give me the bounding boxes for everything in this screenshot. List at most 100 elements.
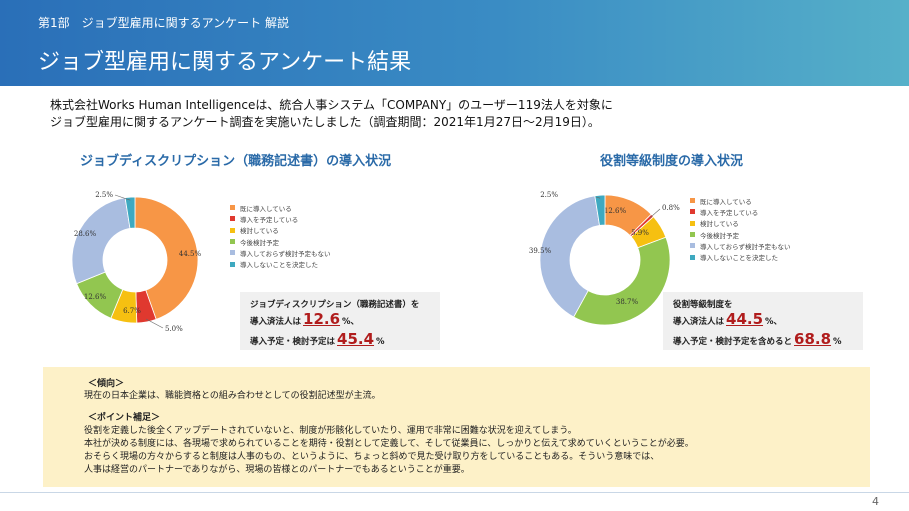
jd-summary-line-3: 導入予定・検討予定は 45.4%: [250, 330, 385, 348]
jd-planned-value: 45.4: [337, 330, 375, 348]
donut-slice-2-4: [573, 236, 671, 326]
slice-label-1-5: 28.6%: [74, 230, 97, 238]
page-number: 4: [872, 495, 879, 508]
slice-label-1-3: 6.7%: [123, 307, 141, 315]
role-grade-legend-label-6: 導入しないことを決定した: [700, 254, 778, 263]
role-grade-planned-label: 導入予定・検討予定を含めると: [673, 337, 793, 347]
intro-line-1: 株式会社Works Human Intelligenceは、統合人事システム「C…: [50, 98, 613, 112]
leader-line-2-6: [595, 196, 601, 199]
jd-legend-swatch-1: [230, 205, 235, 211]
role-grade-summary-line-2: 導入済法人は 44.5%、: [673, 310, 782, 328]
role-grade-donut-chart: 12.6% 0.8% 5.9% 38.7% 39.5% 2.5%: [529, 191, 680, 326]
intro-line-2: ジョブ型雇用に関するアンケート調査を実施いたしました（調査期間：2021年1月2…: [50, 115, 600, 129]
role-grade-legend-swatch-2: [690, 209, 695, 215]
jd-legend-label-2: 導入を予定している: [240, 215, 299, 224]
role-grade-summary-line-3: 導入予定・検討予定を含めると 68.8%: [673, 330, 842, 348]
jd-legend-swatch-2: [230, 216, 235, 222]
jd-legend-swatch-6: [230, 261, 235, 267]
leader-line-2-2: [649, 208, 661, 218]
jd-legend-label-1: 既に導入している: [240, 204, 292, 213]
jd-planned-label: 導入予定・検討予定は: [250, 337, 336, 347]
slice-label-1-2: 5.0%: [165, 325, 183, 333]
role-grade-summary-box: 役割等級制度を 導入済法人は 44.5%、 導入予定・検討予定を含めると 68.8%: [663, 292, 863, 350]
jd-summary-box: ジョブディスクリプション（職務記述書）を 導入済法人は 12.6%、 導入予定・検…: [240, 292, 440, 350]
role-grade-adopted-unit: %、: [765, 317, 783, 327]
jd-legend-item-5: 導入しておらず検討予定もない: [230, 247, 330, 258]
role-grade-adopted-value: 44.5: [726, 310, 764, 328]
slice-label-2-2: 0.8%: [662, 204, 680, 212]
jd-summary-line-1: ジョブディスクリプション（職務記述書）を: [250, 300, 420, 310]
point-text-2: 本社が決める制度には、各現場で求められていることを期待・役割として定義して、そし…: [84, 439, 694, 449]
role-grade-legend: 既に導入している 導入を予定している 検討している 今後検討予定導入しておらず検討予定…: [690, 195, 790, 263]
role-grade-legend-swatch-3: [690, 220, 695, 226]
role-grade-legend-item-3: 検討している: [690, 218, 790, 229]
jd-legend: 既に導入している 導入を予定している 検討している 今後検討予定導入しておらず検討予定…: [230, 202, 330, 270]
leader-line-1-2: [145, 318, 164, 329]
jd-adopted-unit: %、: [342, 317, 360, 327]
role-grade-legend-item-2: 導入を予定している: [690, 206, 790, 217]
role-grade-legend-label-3: 検討している: [700, 220, 739, 229]
point-text-1: 役割を定義した後全くアップデートされていないと、制度が形骸化していたり、運用で非…: [84, 426, 577, 436]
footer-divider: [0, 492, 909, 493]
jd-legend-swatch-4: [230, 239, 235, 245]
intro-text: 株式会社Works Human Intelligenceは、統合人事システム「C…: [50, 97, 870, 131]
slice-label-1-1: 44.5%: [179, 250, 202, 258]
role-grade-legend-item-4: 今後検討予定: [690, 229, 790, 240]
role-grade-legend-item-6: 導入しないことを決定した: [690, 251, 790, 262]
jd-legend-swatch-3: [230, 227, 235, 233]
jd-legend-label-3: 検討している: [240, 227, 279, 236]
jd-legend-item-6: 導入しないことを決定した: [230, 258, 330, 269]
slice-label-2-4: 38.7%: [616, 298, 639, 306]
slice-label-2-1: 12.6%: [604, 207, 627, 215]
role-grade-planned-unit: %: [833, 337, 842, 347]
jd-legend-label-4: 今後検討予定: [240, 238, 279, 247]
role-grade-legend-label-5: 導入しておらず検討予定もない: [700, 242, 791, 251]
donut-slice-1-5: [71, 197, 131, 285]
point-heading: ＜ポイント補足＞: [88, 413, 161, 423]
point-text-4: 人事は経営のパートナーでありながら、現場の皆様とのパートナーでもあるということが…: [84, 465, 470, 475]
role-grade-legend-swatch-1: [690, 198, 695, 204]
role-grade-legend-label-4: 今後検討予定: [700, 231, 739, 240]
leader-line-1-6: [114, 194, 131, 201]
role-grade-planned-value: 68.8: [794, 330, 832, 348]
point-text-3: おそらく現場の方々からすると制度は人事のもの、というように、ちょっと斜めで見た受…: [84, 452, 660, 462]
trend-heading: ＜傾向＞: [88, 379, 125, 389]
chart-title-role-grade: 役割等級制度の導入状況: [600, 154, 744, 169]
jd-legend-swatch-5: [230, 250, 235, 256]
trend-text: 現在の日本企業は、職能資格との組み合わせとしての役割記述型が主流。: [84, 391, 381, 401]
donut-slice-2-5: [539, 195, 600, 318]
slice-label-2-6: 2.5%: [540, 191, 558, 199]
jd-legend-item-2: 導入を予定している: [230, 213, 330, 224]
role-grade-legend-swatch-5: [690, 243, 695, 249]
slide-header: 第1部 ジョブ型雇用に関するアンケート 解説 ジョブ型雇用に関するアンケート結果: [0, 0, 909, 86]
role-grade-adopted-label: 導入済法人は: [673, 317, 725, 327]
jd-legend-label-6: 導入しないことを決定した: [240, 261, 318, 270]
donut-slice-1-1: [134, 196, 199, 320]
role-grade-legend-item-5: 導入しておらず検討予定もない: [690, 240, 790, 251]
slice-label-1-4: 12.6%: [84, 293, 107, 301]
jd-adopted-value: 12.6: [303, 310, 341, 328]
jd-legend-item-3: 検討している: [230, 225, 330, 236]
donut-slice-2-6: [594, 194, 606, 226]
chart-title-jd: ジョブディスクリプション（職務記述書）の導入状況: [80, 154, 392, 169]
header-subtitle: 第1部 ジョブ型雇用に関するアンケート 解説: [38, 16, 289, 30]
jd-summary-line-2: 導入済法人は 12.6%、: [250, 310, 359, 328]
role-grade-summary-line-1: 役割等級制度を: [673, 300, 733, 310]
slice-label-2-3: 5.9%: [631, 229, 649, 237]
role-grade-legend-swatch-6: [690, 254, 695, 260]
role-grade-legend-label-2: 導入を予定している: [700, 208, 759, 217]
role-grade-legend-swatch-4: [690, 232, 695, 238]
role-grade-legend-label-1: 既に導入している: [700, 197, 752, 206]
jd-adopted-label: 導入済法人は: [250, 317, 302, 327]
jd-legend-item-1: 既に導入している: [230, 202, 330, 213]
jd-legend-label-5: 導入しておらず検討予定もない: [240, 249, 331, 258]
slide-title: ジョブ型雇用に関するアンケート結果: [38, 50, 412, 75]
role-grade-legend-item-1: 既に導入している: [690, 195, 790, 206]
jd-legend-item-4: 今後検討予定: [230, 236, 330, 247]
jd-donut-chart: 44.5% 5.0% 6.7% 12.6% 28.6% 2.5%: [71, 191, 202, 333]
jd-planned-unit: %: [376, 337, 385, 347]
slice-label-2-5: 39.5%: [529, 247, 552, 255]
donut-slice-1-6: [124, 196, 136, 229]
slice-label-1-6: 2.5%: [95, 191, 113, 199]
commentary-box: ＜傾向＞ 現在の日本企業は、職能資格との組み合わせとしての役割記述型が主流。 ＜…: [43, 367, 870, 487]
